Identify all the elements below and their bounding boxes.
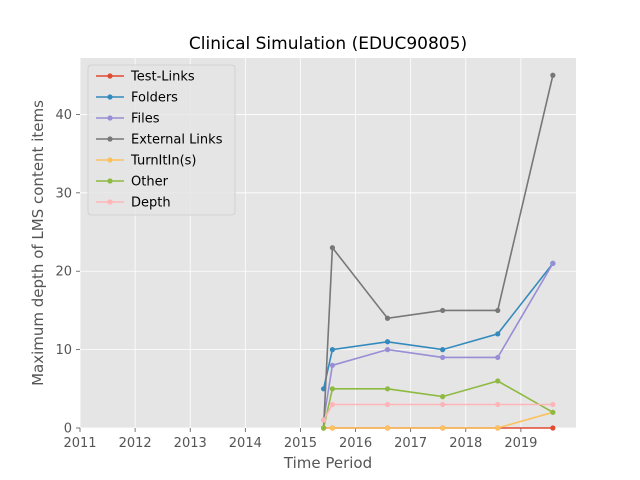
series-line-external-links [322,75,554,429]
y-axis-ticks: 0 10 20 30 40 [55,108,80,437]
legend-label: Test-Links [130,70,195,85]
data-point-other [495,378,501,384]
legend-frame [87,64,236,216]
legend-label: Folders [131,91,178,106]
legend-marker [107,94,113,100]
legend-label: Files [131,112,160,127]
data-point-files [384,347,391,353]
data-point-other [550,409,556,415]
series-line-other [322,380,554,429]
data-point-files [329,362,336,368]
x-tick-label: 2017 [394,436,427,451]
data-point-files [550,260,556,266]
legend-item: Test-Links [96,70,195,85]
series-line-files [322,262,554,421]
x-tick-label: 2013 [174,436,207,451]
x-tick-label: 2012 [119,436,152,451]
data-point-depth [320,417,327,423]
legend-marker [107,73,113,79]
data-point-folders [440,347,446,353]
y-tick-label: 30 [55,186,72,201]
series-files [320,260,556,423]
y-tick-label: 40 [55,108,72,123]
data-point-depth [384,401,391,408]
data-point-other [440,394,446,400]
x-tick-label: 2011 [63,436,96,451]
legend-marker [107,199,113,205]
series-external-links [320,72,556,431]
x-axis-label: Time Period [283,454,372,472]
legend-item: Files [96,112,160,127]
x-tick-label: 2014 [229,436,262,451]
data-point-external-links [495,307,501,314]
legend-item: TurnItIn(s) [96,154,196,169]
data-point-turnitin-s [384,425,391,431]
legend-item: Depth [96,196,171,211]
series-line-depth [322,403,553,421]
data-point-folders [495,331,501,337]
data-point-depth [440,401,446,408]
data-point-other [320,425,327,431]
legend-item: External Links [96,133,223,148]
data-point-other [329,386,336,392]
legend-label: Other [131,175,169,190]
legend: Test-Links Folders Files External Links Turn… [87,64,236,216]
legend-marker [107,115,113,121]
data-point-folders [384,339,391,345]
legend-marker [107,136,113,142]
legend-item: Folders [96,91,178,106]
series-other [320,378,556,431]
data-point-turnitin-s [495,425,501,431]
legend-label: External Links [131,133,223,148]
legend-marker [107,178,113,184]
y-tick-label: 10 [55,343,72,358]
data-point-test-links [550,425,556,431]
y-tick-label: 20 [55,265,72,280]
series-line-folders [322,262,554,389]
x-tick-label: 2019 [504,436,537,451]
data-point-files [440,354,446,361]
data-point-turnitin-s [440,425,446,431]
data-point-turnitin-s [329,425,336,431]
x-tick-label: 2016 [339,436,372,451]
data-point-external-links [550,72,556,78]
data-point-depth [495,401,501,408]
y-tick-label: 0 [64,422,72,437]
data-point-external-links [384,315,391,321]
data-point-depth [550,401,556,408]
data-point-files [495,354,501,361]
x-tick-label: 2018 [449,436,482,451]
x-axis-ticks: 2011 2012 2013 2014 2015 2016 2017 2018 2019 [63,428,537,451]
series-layer [320,72,556,431]
series-folders [320,260,556,392]
data-point-other [384,386,391,392]
data-point-external-links [329,245,336,251]
data-point-folders [329,347,336,353]
chart-title: Clinical Simulation (EDUC90805) [189,34,467,54]
legend-marker [107,157,113,163]
legend-item: Other [96,175,169,190]
series-depth [320,401,556,423]
data-point-external-links [440,307,446,314]
legend-label: TurnItIn(s) [130,154,196,169]
y-axis-label: Maximum depth of LMS content items [29,100,47,386]
legend-label: Depth [131,196,171,211]
x-tick-label: 2015 [284,436,317,451]
data-point-depth [329,401,336,408]
